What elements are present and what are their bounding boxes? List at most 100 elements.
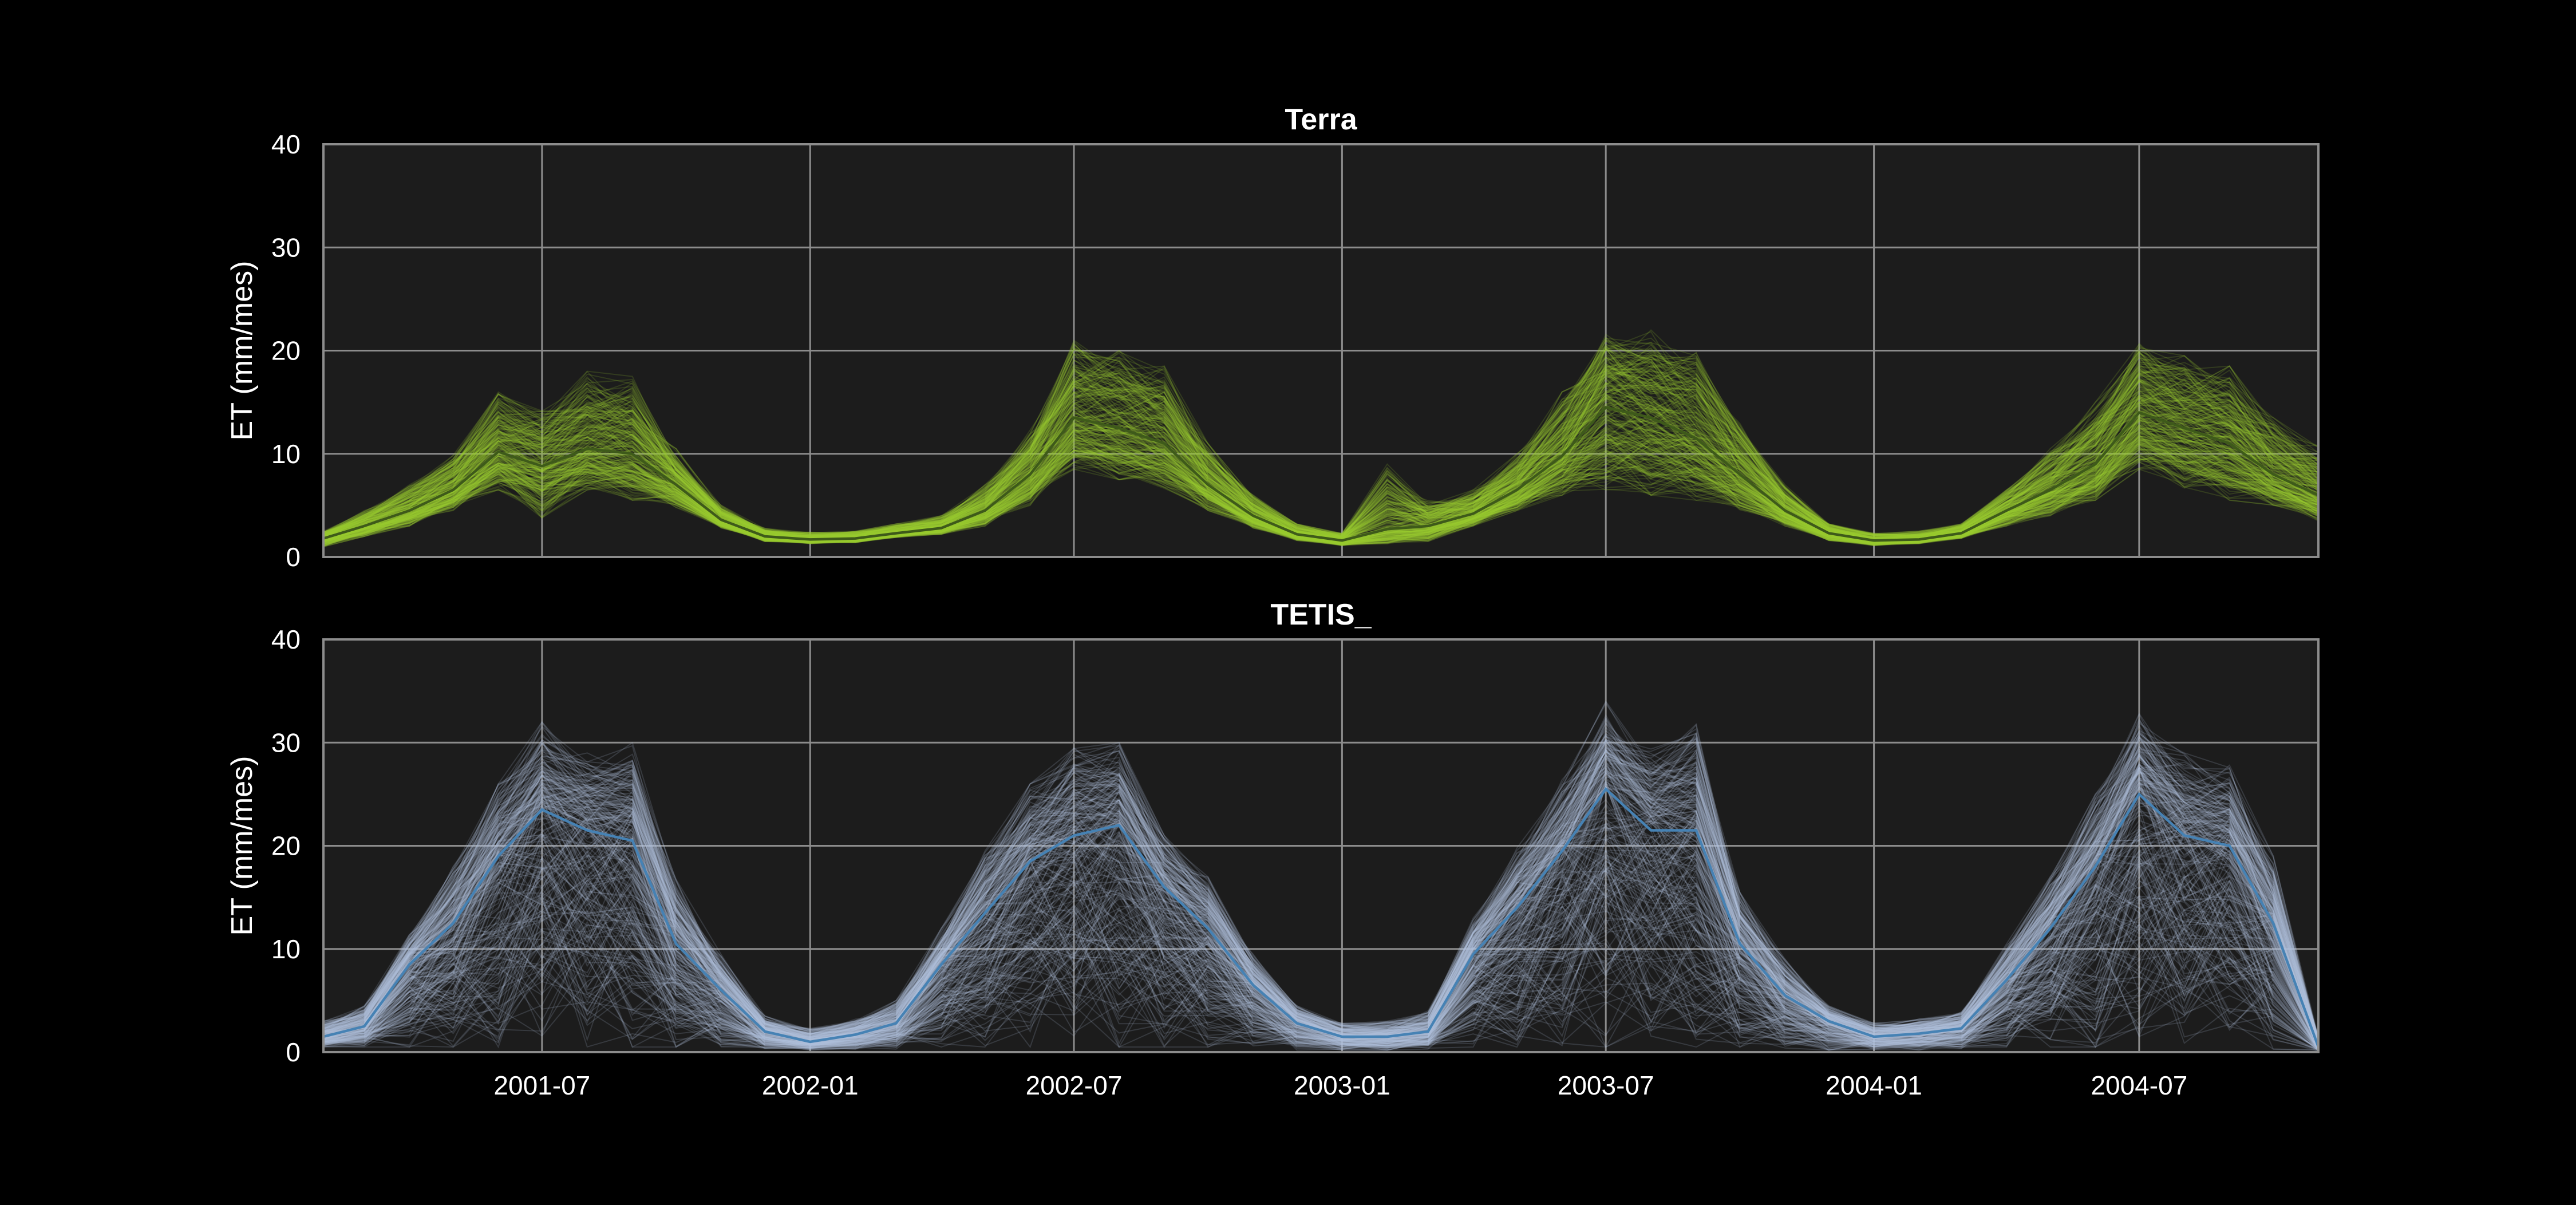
- ensemble-trace: [323, 748, 2318, 1043]
- ensemble-trace: [323, 433, 2318, 544]
- ensemble-trace: [323, 717, 2318, 1042]
- ensemble-trace: [323, 345, 2318, 538]
- ensemble-trace: [323, 749, 2318, 1048]
- x-tick-label: 2004-07: [2091, 1070, 2187, 1100]
- ensemble-trace: [323, 351, 2318, 538]
- ensemble-trace: [323, 753, 2318, 1045]
- ensemble-trace: [323, 903, 2318, 1050]
- ensemble-trace: [323, 896, 2318, 1050]
- ensemble-trace: [323, 429, 2318, 545]
- ensemble-trace: [323, 357, 2318, 540]
- ensemble-trace: [323, 722, 2318, 1044]
- ensemble-trace: [323, 831, 2318, 1047]
- ensemble-trace: [323, 438, 2318, 546]
- ensemble-trace: [323, 788, 2318, 1047]
- ensemble-trace: [323, 440, 2318, 546]
- ensemble-trace: [323, 924, 2318, 1050]
- ensemble-trace: [323, 784, 2318, 1046]
- chart-title: TETIS_: [1270, 598, 1372, 631]
- ensemble-trace: [323, 361, 2318, 539]
- ensemble-trace: [323, 358, 2318, 538]
- ensemble-trace: [323, 329, 2318, 538]
- y-tick-label: 0: [286, 542, 301, 572]
- ensemble-trace: [323, 350, 2318, 540]
- ensemble-trace: [323, 436, 2318, 544]
- ensemble-trace: [323, 434, 2318, 546]
- ensemble-trace: [323, 741, 2318, 1046]
- ensemble-trace: [323, 342, 2318, 536]
- ensemble-trace: [323, 355, 2318, 536]
- ensemble-trace: [323, 883, 2318, 1048]
- ensemble-trace: [323, 795, 2318, 1049]
- ensemble-trace: [323, 733, 2318, 1042]
- ensemble-trace: [323, 772, 2318, 1045]
- ensemble-trace: [323, 370, 2318, 540]
- ensemble-trace: [323, 394, 2318, 542]
- ensemble-trace: [323, 430, 2318, 544]
- ensemble-trace: [323, 360, 2318, 540]
- x-tick-label: 2001-07: [493, 1070, 590, 1100]
- ensemble-trace: [323, 354, 2318, 539]
- ensemble-trace: [323, 379, 2318, 543]
- ensemble-trace: [323, 426, 2318, 546]
- ensemble-trace: [323, 849, 2318, 1050]
- x-tick-label: 2004-01: [1826, 1070, 1922, 1100]
- ensemble-trace: [323, 836, 2318, 1050]
- x-tick-label: 2003-07: [1558, 1070, 1654, 1100]
- ensemble-trace: [323, 779, 2318, 1048]
- ensemble-trace: [323, 356, 2318, 541]
- ensemble-trace: [323, 415, 2318, 544]
- ensemble-trace: [323, 336, 2318, 538]
- ensemble-trace: [323, 745, 2318, 1041]
- ensemble-trace: [323, 855, 2318, 1051]
- ensemble-trace: [323, 726, 2318, 1037]
- ensemble-trace: [323, 449, 2318, 547]
- ensemble-trace: [323, 775, 2318, 1046]
- ensemble-trace: [323, 880, 2318, 1051]
- ensemble-trace: [323, 777, 2318, 1049]
- ensemble-trace: [323, 416, 2318, 544]
- ensemble-trace: [323, 339, 2318, 538]
- ensemble-trace: [323, 772, 2318, 1048]
- ensemble-trace: [323, 767, 2318, 1046]
- ensemble-trace: [323, 738, 2318, 1042]
- ensemble-trace: [323, 878, 2318, 1050]
- ensemble-trace: [323, 358, 2318, 537]
- ensemble-trace: [323, 760, 2318, 1048]
- ensemble-trace: [323, 369, 2318, 540]
- ensemble-trace: [323, 852, 2318, 1050]
- ensemble-trace: [323, 347, 2318, 539]
- ensemble-trace: [323, 764, 2318, 1045]
- ensemble-trace: [323, 420, 2318, 544]
- ensemble-trace: [323, 764, 2318, 1048]
- ensemble-trace: [323, 351, 2318, 538]
- ensemble-trace: [323, 785, 2318, 1044]
- ensemble-trace: [323, 851, 2318, 1049]
- ensemble-trace: [323, 369, 2318, 540]
- ensemble-trace: [323, 448, 2318, 546]
- ensemble-trace: [323, 435, 2318, 547]
- chart-panel-1: 0 10 20 30 40 Terra ET (mm/mes): [226, 103, 2320, 572]
- ensemble-trace: [323, 370, 2318, 542]
- y-tick-label: 40: [271, 625, 301, 654]
- ensemble-trace: [323, 740, 2318, 1042]
- ensemble-trace: [323, 436, 2318, 547]
- ensemble-trace: [323, 774, 2318, 1046]
- ensemble-trace: [323, 440, 2318, 546]
- ensemble-trace: [323, 702, 2318, 1038]
- ensemble-trace: [323, 775, 2318, 1046]
- ensemble-trace: [323, 428, 2318, 545]
- ensemble-trace: [323, 349, 2318, 535]
- ensemble-trace: [323, 895, 2318, 1052]
- ensemble-trace: [323, 701, 2318, 1044]
- ensemble-trace: [323, 847, 2318, 1049]
- ensemble-trace: [323, 831, 2318, 1050]
- ensemble-trace: [323, 349, 2318, 540]
- y-axis-label: ET (mm/mes): [226, 756, 259, 936]
- ensemble-trace: [323, 748, 2318, 1042]
- ensemble-trace: [323, 804, 2318, 1047]
- ensemble-trace: [323, 433, 2318, 545]
- ensemble-trace: [323, 773, 2318, 1045]
- ensemble-trace: [323, 767, 2318, 1044]
